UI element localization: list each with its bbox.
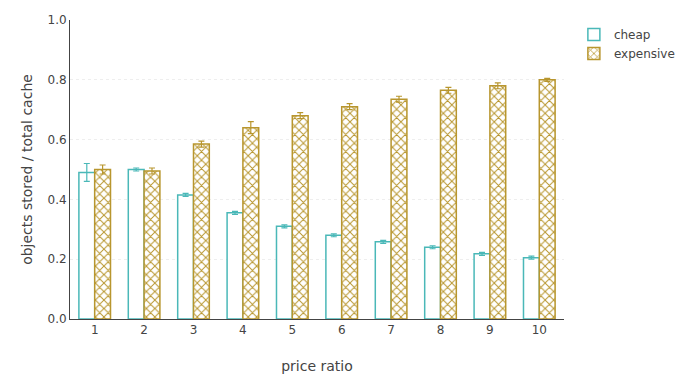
svg-text:objects stored / total cache: objects stored / total cache [19,74,35,265]
svg-text:7: 7 [387,323,395,337]
svg-text:4: 4 [239,323,247,337]
svg-text:cheap: cheap [614,28,651,42]
svg-text:0.6: 0.6 [48,133,67,147]
svg-text:8: 8 [437,323,445,337]
svg-text:0.0: 0.0 [48,312,67,326]
svg-text:0.2: 0.2 [48,252,67,266]
svg-text:1.0: 1.0 [48,13,67,27]
svg-text:0.8: 0.8 [48,73,67,87]
svg-text:2: 2 [140,323,148,337]
svg-text:0.4: 0.4 [48,193,67,207]
svg-text:9: 9 [486,323,494,337]
svg-text:1: 1 [91,323,99,337]
svg-text:6: 6 [338,323,346,337]
svg-text:5: 5 [288,323,296,337]
svg-text:price ratio: price ratio [281,358,353,374]
svg-text:3: 3 [190,323,198,337]
svg-text:expensive: expensive [614,47,675,61]
svg-text:10: 10 [532,323,547,337]
